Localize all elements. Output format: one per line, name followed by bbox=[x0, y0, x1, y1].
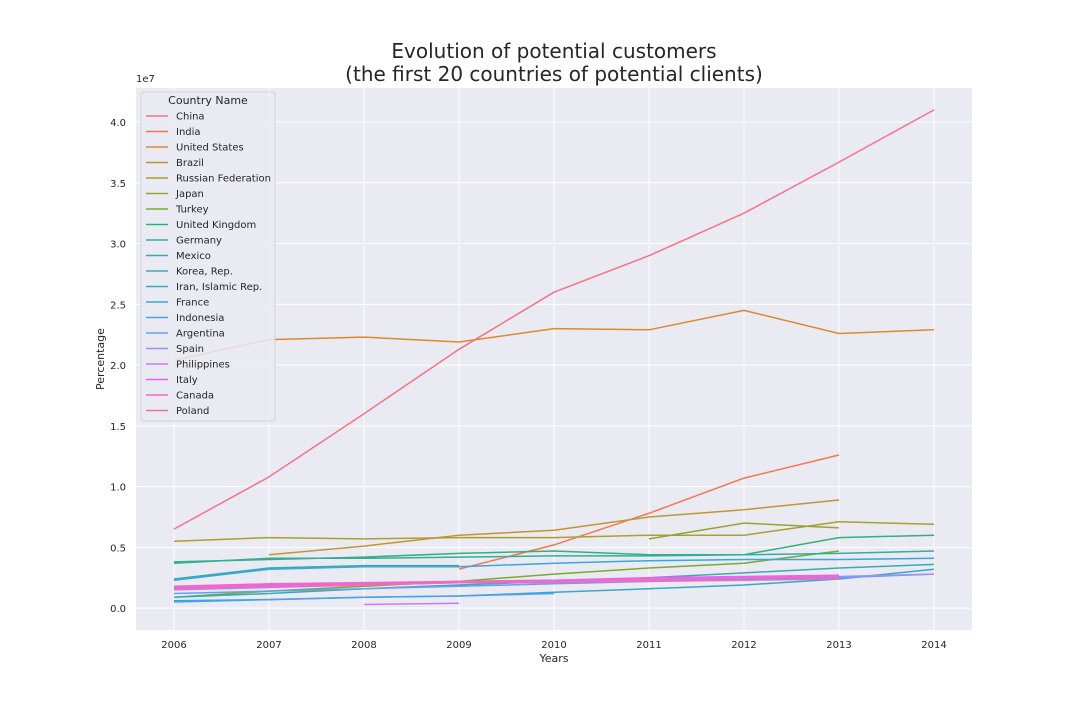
y-tick-label: 2.5 bbox=[110, 300, 126, 311]
series-line-argentina bbox=[173, 573, 935, 595]
series-line-china bbox=[173, 109, 935, 530]
y-tick-label: 0.5 bbox=[110, 543, 126, 554]
legend-label-italy: Italy bbox=[176, 375, 198, 386]
legend-label-spain: Spain bbox=[176, 344, 204, 355]
x-tick-label: 2009 bbox=[446, 640, 471, 651]
series-line-canada bbox=[173, 575, 840, 588]
series-line-france bbox=[173, 557, 935, 581]
legend-label-brazil: Brazil bbox=[176, 158, 204, 169]
y-tick-label: 1.5 bbox=[110, 422, 126, 433]
y-tick-label: 3.0 bbox=[110, 240, 126, 251]
x-tick-label: 2014 bbox=[921, 640, 946, 651]
x-tick-label: 2008 bbox=[351, 640, 376, 651]
series-line-philippines bbox=[363, 602, 460, 606]
series-line-brazil bbox=[268, 499, 840, 556]
y-tick-label: 4.0 bbox=[110, 118, 126, 129]
legend-label-germany: Germany bbox=[176, 236, 222, 247]
series-line-japan bbox=[648, 522, 840, 540]
chart-title-line2: (the first 20 countries of potential cli… bbox=[345, 62, 763, 86]
legend-label-united-kingdom: United Kingdom bbox=[176, 220, 256, 231]
legend-label-india: India bbox=[176, 127, 201, 138]
legend-label-indonesia: Indonesia bbox=[176, 313, 224, 324]
legend-title: Country Name bbox=[168, 94, 248, 107]
legend-box bbox=[140, 91, 276, 422]
legend-label-china: China bbox=[176, 112, 205, 123]
x-tick-label: 2006 bbox=[161, 640, 186, 651]
series-line-indonesia bbox=[173, 592, 555, 603]
x-tick-label: 2010 bbox=[541, 640, 566, 651]
tick-labels: 0.0 0.5 1.0 1.5 2.0 2.5 3.0 3.5 4.0 2006 2007 2008 2… bbox=[110, 118, 947, 651]
legend-label-iran-islamic-rep: Iran, Islamic Rep. bbox=[176, 282, 262, 293]
legend: Country Name China India United States Braz… bbox=[140, 91, 276, 422]
y-tick-label: 1.0 bbox=[110, 483, 126, 494]
legend-label-russian-federation: Russian Federation bbox=[176, 174, 271, 185]
legend-label-mexico: Mexico bbox=[176, 251, 211, 262]
y-scale-label: 1e7 bbox=[136, 74, 155, 85]
series-line-india bbox=[458, 454, 840, 570]
y-tick-label: 0.0 bbox=[110, 604, 126, 615]
series-line-mexico bbox=[173, 564, 459, 580]
chart-title-line1: Evolution of potential customers bbox=[391, 39, 716, 63]
legend-label-turkey: Turkey bbox=[175, 205, 209, 216]
legend-label-argentina: Argentina bbox=[176, 329, 225, 340]
legend-label-poland: Poland bbox=[176, 406, 209, 417]
series-line-united-states bbox=[173, 309, 935, 361]
legend-label-france: France bbox=[176, 298, 209, 309]
series-line-germany bbox=[173, 550, 935, 564]
legend-label-japan: Japan bbox=[175, 189, 204, 200]
legend-label-korea-rep: Korea, Rep. bbox=[176, 267, 233, 278]
legend-label-philippines: Philippines bbox=[176, 360, 230, 371]
x-tick-label: 2012 bbox=[731, 640, 756, 651]
x-tick-label: 2013 bbox=[826, 640, 851, 651]
x-tick-label: 2007 bbox=[256, 640, 281, 651]
y-tick-label: 3.5 bbox=[110, 179, 126, 190]
x-axis-label: Years bbox=[538, 652, 568, 665]
legend-label-united-states: United States bbox=[176, 143, 244, 154]
series-line-poland bbox=[173, 578, 840, 590]
x-tick-label: 2011 bbox=[636, 640, 661, 651]
y-axis-label: Percentage bbox=[94, 328, 107, 390]
legend-label-canada: Canada bbox=[176, 391, 214, 402]
series-layer bbox=[173, 109, 935, 606]
y-tick-label: 2.0 bbox=[110, 361, 126, 372]
